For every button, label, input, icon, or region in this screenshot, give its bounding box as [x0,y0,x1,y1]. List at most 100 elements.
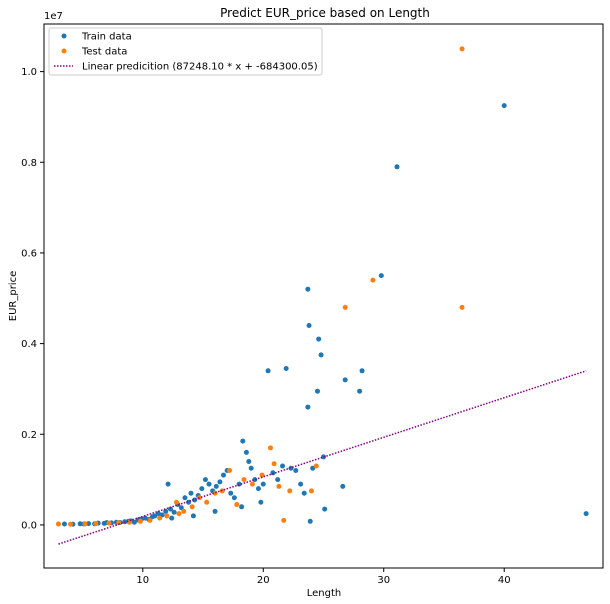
test-point [106,520,112,526]
train-point [252,477,258,483]
legend-label-line: Linear predicition (87248.10 * x + -6843… [82,62,318,73]
test-point [127,519,133,525]
test-point [227,468,233,474]
test-point [176,511,182,517]
train-point [239,504,245,510]
test-point [276,483,282,489]
y-tick-label: 0.8 [21,158,37,169]
test-point [93,521,99,527]
test-point [259,472,265,478]
test-point [281,517,287,523]
y-tick-label: 0.2 [21,430,37,441]
test-point [116,520,122,526]
train-point [307,518,313,524]
chart-title: Predict EUR_price based on Length [220,6,430,20]
train-point [314,388,320,394]
x-tick-label: 20 [257,575,270,586]
train-point [77,521,83,527]
test-point [267,445,273,451]
test-point [287,488,293,494]
x-axis-label: Length [307,588,342,599]
train-point [298,481,304,487]
train-point [260,481,266,487]
y-tick-label: 0.4 [21,339,37,350]
train-point [206,481,212,487]
legend: Train data Test data Linear predicition … [48,27,323,76]
plot-frame [43,23,604,569]
train-point [213,483,219,489]
train-point [357,388,363,394]
test-point [241,477,247,483]
test-point [189,504,195,510]
train-point [178,505,184,511]
regression-line-layer [58,370,587,545]
train-point [212,508,218,514]
train-point [248,465,254,471]
train-point [246,458,252,464]
train-point [188,490,194,496]
test-point [308,488,314,494]
train-point [301,490,307,496]
train-point [61,521,67,527]
train-point [293,468,299,474]
test-point [234,502,240,508]
test-point [249,481,255,487]
train-point [255,486,261,492]
train-point [152,513,158,519]
train-point [265,368,271,374]
test-point [55,521,61,527]
test-point [459,304,465,310]
legend-marker-train [61,33,67,39]
train-point [322,506,328,512]
train-point [167,506,173,512]
y-offset-label: 1e7 [44,11,63,22]
train-point [283,366,289,372]
legend-box [48,27,323,76]
train-point [86,521,92,527]
train-point [165,481,171,487]
y-tick-label: 0.0 [21,520,37,531]
train-point [280,463,286,469]
train-point [305,404,311,410]
train-point [169,515,175,521]
train-point [190,513,196,519]
train-point [583,511,589,517]
legend-marker-test [61,48,67,54]
legend-label-test: Test data [81,47,127,58]
x-tick-label: 10 [136,575,149,586]
x-axis-ticks: 10 20 30 40 [136,568,511,586]
points-layer [55,46,589,527]
y-tick-label: 0.6 [21,248,37,259]
train-point [240,438,246,444]
train-point [305,286,311,292]
legend-label-train: Train data [81,32,132,43]
test-point [459,46,465,52]
test-point [82,521,88,527]
test-point [147,517,153,523]
test-point [342,304,348,310]
test-point [157,515,163,521]
linear-prediction-line [58,370,587,545]
y-axis-ticks: 0.0 0.2 0.4 0.6 0.8 1.0 [21,67,44,531]
train-point [258,499,264,505]
y-tick-label: 1.0 [21,67,37,78]
test-point [181,508,187,514]
test-point [174,499,180,505]
train-point [316,336,322,342]
train-point [342,377,348,383]
x-tick-label: 30 [377,575,390,586]
train-point [163,508,169,514]
train-point [171,509,177,515]
x-tick-label: 40 [498,575,511,586]
train-point [217,479,223,485]
train-point [131,519,137,525]
train-point [310,465,316,471]
train-point [359,368,365,374]
train-point [221,472,227,478]
train-point [231,495,237,501]
train-point [378,273,384,279]
train-point [340,483,346,489]
train-point [243,449,249,455]
